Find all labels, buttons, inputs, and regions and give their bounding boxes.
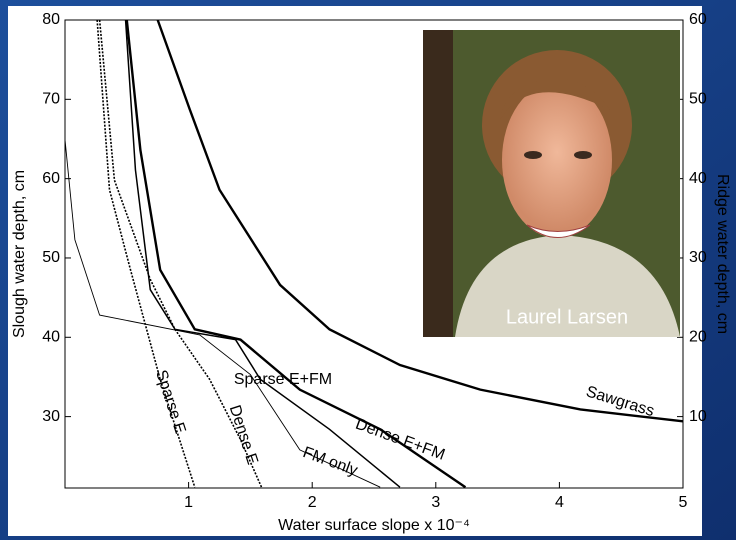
series-line xyxy=(64,139,381,488)
series-label: Sparse E+FM xyxy=(234,371,332,388)
y-tick-label: 70 xyxy=(42,91,60,108)
y-tick-label: 50 xyxy=(42,249,60,266)
series-line xyxy=(125,19,467,489)
series-line xyxy=(156,19,684,423)
photo-smile xyxy=(526,224,591,238)
y2-tick-label: 40 xyxy=(689,170,707,187)
x-tick-label: 5 xyxy=(679,494,688,511)
series-line xyxy=(98,19,263,488)
photo-fringe xyxy=(500,78,610,120)
photo: Laurel Larsen xyxy=(423,30,680,337)
y2-axis-title: Ridge water depth, cm xyxy=(714,174,731,334)
photo-eye xyxy=(524,151,542,159)
photo-eye xyxy=(574,151,592,159)
y2-tick-label: 60 xyxy=(689,11,707,28)
photo-face xyxy=(502,82,612,238)
x-tick-label: 2 xyxy=(308,494,317,511)
photo-shirt xyxy=(455,235,680,337)
y-tick-label: 60 xyxy=(42,170,60,187)
y-tick-label: 30 xyxy=(42,408,60,425)
y2-tick-label: 10 xyxy=(689,408,707,425)
y2-tick-label: 50 xyxy=(689,91,707,108)
x-axis-title: Water surface slope x 10⁻⁴ xyxy=(278,517,470,534)
photo-caption: Laurel Larsen xyxy=(506,306,628,328)
series-line xyxy=(124,19,401,488)
y2-tick-label: 30 xyxy=(689,249,707,266)
y-axis-title: Slough water depth, cm xyxy=(11,170,28,338)
x-tick-label: 1 xyxy=(184,494,193,511)
series-line xyxy=(96,19,196,488)
y2-tick-label: 20 xyxy=(689,329,707,346)
x-tick-label: 3 xyxy=(431,494,440,511)
y-tick-label: 80 xyxy=(42,11,60,28)
x-tick-label: 4 xyxy=(555,494,564,511)
photo-tree xyxy=(423,30,453,337)
plot-frame xyxy=(64,19,684,489)
y-tick-label: 40 xyxy=(42,329,60,346)
